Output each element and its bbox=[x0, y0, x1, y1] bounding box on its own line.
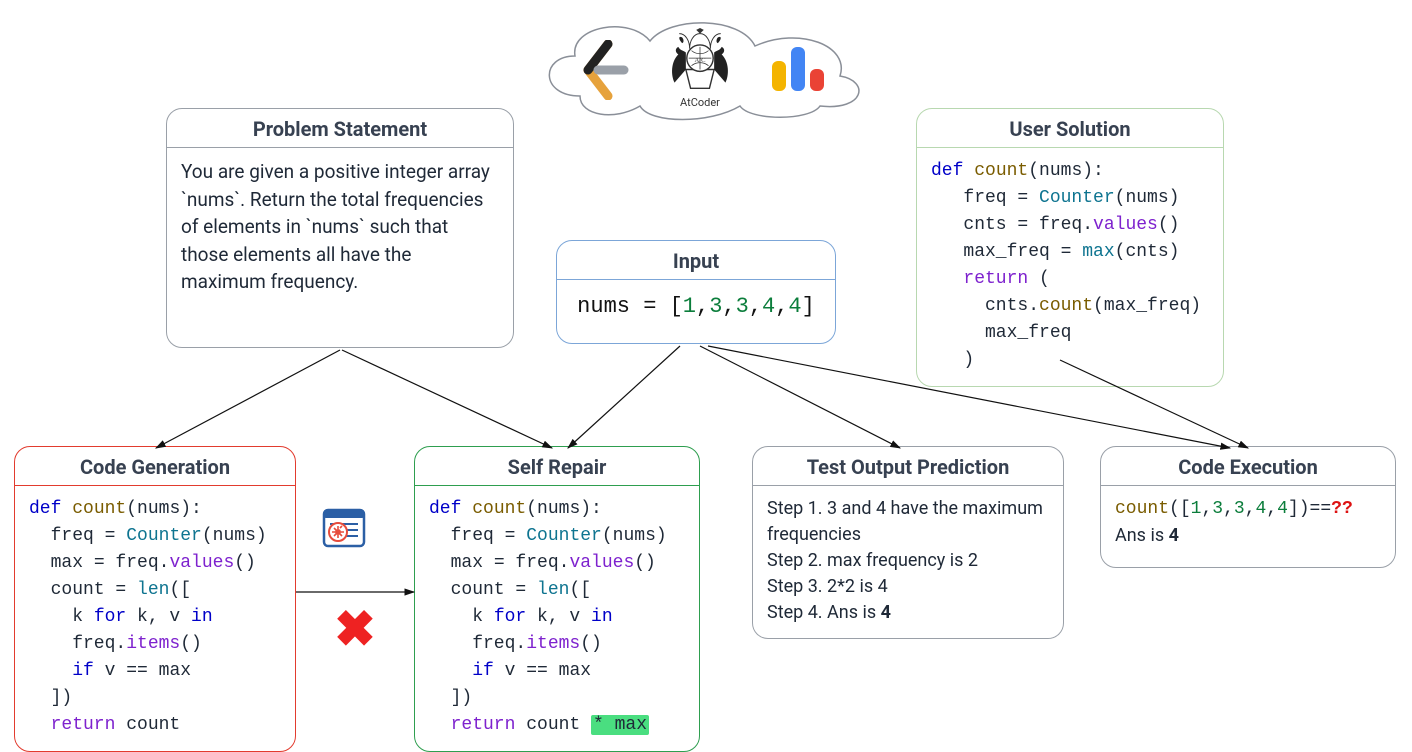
self-repair-title: Self Repair bbox=[415, 447, 699, 486]
self-repair-box: Self Repair def count(nums): freq = Coun… bbox=[414, 446, 700, 752]
google-codejam-icon bbox=[768, 43, 828, 98]
atcoder-icon: A/C AtCoder bbox=[655, 28, 745, 112]
code-execution-box: Code Execution count([1,3,3,4,4])==?? An… bbox=[1100, 446, 1396, 568]
problem-statement-box: Problem Statement You are given a positi… bbox=[166, 108, 514, 348]
code-generation-code: def count(nums): freq = Counter(nums) ma… bbox=[15, 486, 295, 751]
code-execution-title: Code Execution bbox=[1101, 447, 1395, 486]
user-solution-code: def count(nums): freq = Counter(nums) cn… bbox=[917, 148, 1223, 386]
code-generation-title: Code Generation bbox=[15, 447, 295, 486]
user-solution-title: User Solution bbox=[917, 109, 1223, 148]
input-title: Input bbox=[557, 241, 835, 280]
input-code: nums = [1,3,3,4,4] bbox=[557, 280, 835, 335]
input-box: Input nums = [1,3,3,4,4] bbox=[556, 240, 836, 344]
diagram-canvas: A/C AtCoder Problem Statement You are gi… bbox=[0, 0, 1412, 738]
code-execution-answer: Ans is 4 bbox=[1115, 523, 1381, 549]
test-output-box: Test Output Prediction Step 1. 3 and 4 h… bbox=[752, 446, 1064, 639]
cloud-logos: A/C AtCoder bbox=[560, 28, 840, 112]
code-execution-code: count([1,3,3,4,4])==?? bbox=[1115, 496, 1381, 523]
code-generation-box: Code Generation def count(nums): freq = … bbox=[14, 446, 296, 752]
problem-statement-title: Problem Statement bbox=[167, 109, 513, 148]
fail-cross-icon: ✖ bbox=[334, 600, 376, 659]
svg-text:A/C: A/C bbox=[694, 57, 706, 64]
problem-statement-body: You are given a positive integer array `… bbox=[167, 148, 513, 308]
user-solution-box: User Solution def count(nums): freq = Co… bbox=[916, 108, 1224, 387]
repair-tool-icon bbox=[318, 502, 370, 554]
code-execution-body: count([1,3,3,4,4])==?? Ans is 4 bbox=[1101, 486, 1395, 561]
test-output-body: Step 1. 3 and 4 have the maximum frequen… bbox=[753, 486, 1063, 638]
leetcode-icon bbox=[572, 40, 632, 100]
atcoder-label: AtCoder bbox=[655, 96, 745, 109]
test-output-title: Test Output Prediction bbox=[753, 447, 1063, 486]
self-repair-code: def count(nums): freq = Counter(nums) ma… bbox=[415, 486, 699, 751]
